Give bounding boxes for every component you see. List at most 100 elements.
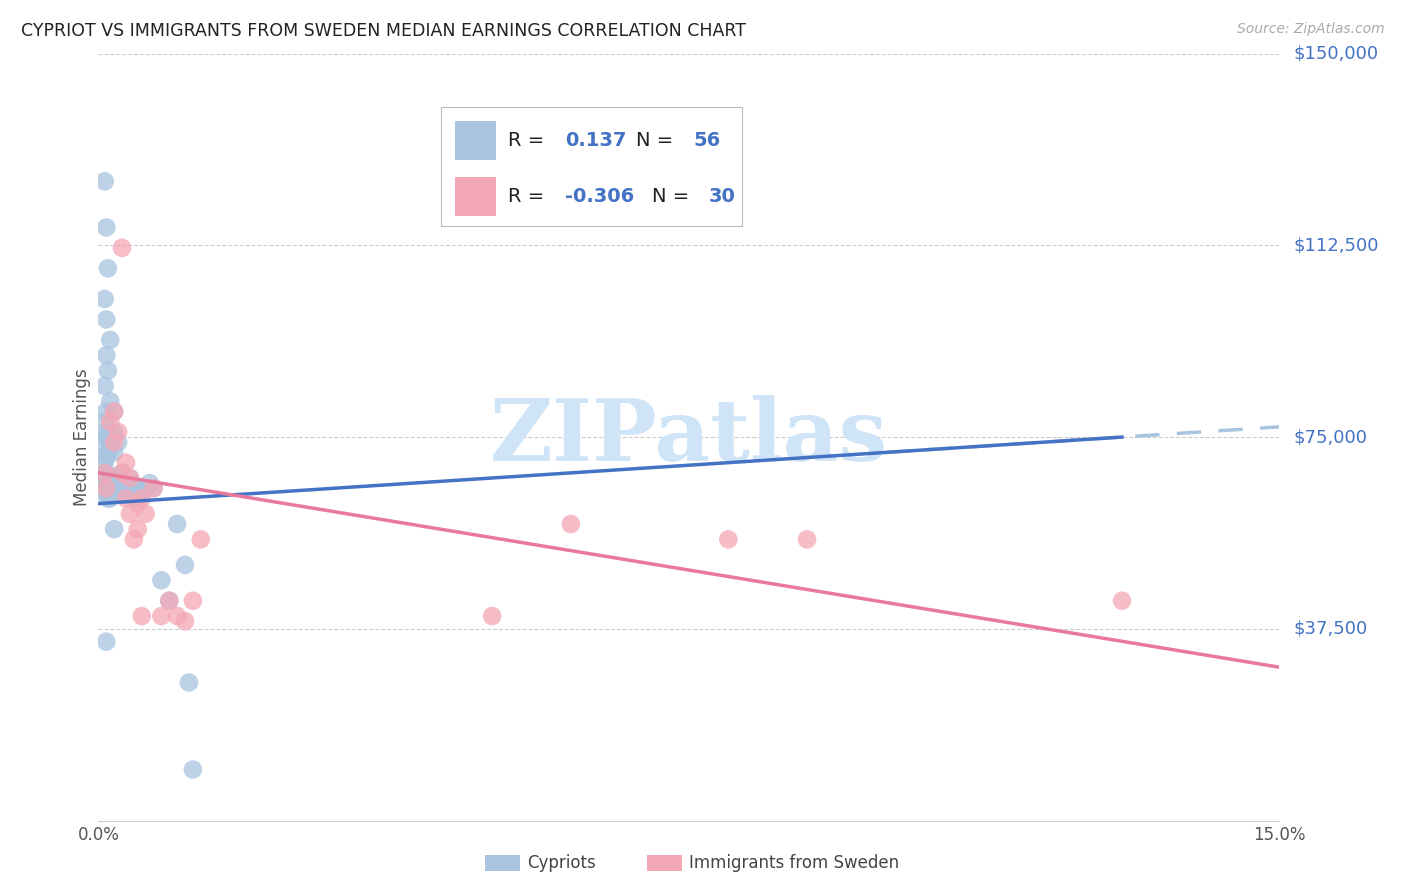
Point xyxy=(96,312,118,326)
Point xyxy=(98,483,121,498)
Point xyxy=(118,471,141,485)
Point xyxy=(115,456,138,470)
Text: $37,500: $37,500 xyxy=(1294,620,1368,638)
Point xyxy=(107,471,129,485)
Point xyxy=(96,220,118,235)
Point xyxy=(131,491,153,506)
Point xyxy=(115,491,138,506)
Point xyxy=(135,481,157,495)
Point xyxy=(150,574,173,588)
FancyBboxPatch shape xyxy=(441,107,742,227)
Point xyxy=(118,507,141,521)
Text: $75,000: $75,000 xyxy=(1294,428,1368,446)
Point xyxy=(107,435,129,450)
Point xyxy=(717,533,740,547)
Text: Immigrants from Sweden: Immigrants from Sweden xyxy=(689,854,898,871)
Text: 30: 30 xyxy=(709,187,735,206)
Point xyxy=(135,507,157,521)
Point xyxy=(107,481,129,495)
Point xyxy=(181,763,204,777)
Point xyxy=(98,394,121,409)
Point xyxy=(96,425,118,439)
Point xyxy=(96,481,118,495)
Text: R =: R = xyxy=(508,187,551,206)
Text: N =: N = xyxy=(636,131,679,150)
Point xyxy=(96,430,118,444)
Point xyxy=(127,497,149,511)
Point xyxy=(174,614,197,628)
Point xyxy=(127,522,149,536)
Point xyxy=(98,333,121,347)
Point xyxy=(157,593,180,607)
Point xyxy=(103,522,125,536)
Y-axis label: Median Earnings: Median Earnings xyxy=(73,368,91,506)
Text: CYPRIOT VS IMMIGRANTS FROM SWEDEN MEDIAN EARNINGS CORRELATION CHART: CYPRIOT VS IMMIGRANTS FROM SWEDEN MEDIAN… xyxy=(21,22,747,40)
Point xyxy=(481,609,503,624)
Point xyxy=(1111,593,1133,607)
Point xyxy=(96,486,118,500)
Point xyxy=(111,241,134,255)
Point xyxy=(98,491,121,506)
Point xyxy=(96,440,118,454)
Point xyxy=(127,481,149,495)
Point xyxy=(97,430,120,444)
Text: N =: N = xyxy=(652,187,696,206)
Point xyxy=(96,634,118,648)
Bar xyxy=(456,178,496,216)
Point xyxy=(131,486,153,500)
Point xyxy=(93,415,115,429)
Point xyxy=(93,379,115,393)
Point xyxy=(96,476,118,491)
Point xyxy=(96,348,118,362)
Point xyxy=(181,593,204,607)
Point xyxy=(111,486,134,500)
Point xyxy=(103,404,125,418)
Point xyxy=(190,533,212,547)
Text: Source: ZipAtlas.com: Source: ZipAtlas.com xyxy=(1237,22,1385,37)
Point xyxy=(174,558,197,572)
Point xyxy=(150,609,173,624)
Text: $150,000: $150,000 xyxy=(1294,45,1378,62)
Point xyxy=(103,425,125,439)
Point xyxy=(118,471,141,485)
Point xyxy=(97,445,120,459)
Point xyxy=(131,609,153,624)
Point xyxy=(93,456,115,470)
Point xyxy=(142,481,165,495)
Point xyxy=(111,476,134,491)
Point xyxy=(93,174,115,188)
Text: $112,500: $112,500 xyxy=(1294,236,1379,254)
Text: 0.137: 0.137 xyxy=(565,131,626,150)
Point xyxy=(97,427,120,442)
Point xyxy=(107,425,129,439)
Point xyxy=(103,404,125,418)
Text: ZIPatlas: ZIPatlas xyxy=(489,395,889,479)
Point xyxy=(157,593,180,607)
Point xyxy=(560,516,582,531)
Point xyxy=(97,481,120,495)
Point xyxy=(138,476,160,491)
Point xyxy=(177,675,200,690)
Point xyxy=(96,404,118,418)
Text: -0.306: -0.306 xyxy=(565,187,634,206)
Point xyxy=(97,363,120,377)
Point xyxy=(98,435,121,450)
Point xyxy=(97,491,120,506)
Point xyxy=(97,468,120,483)
Point xyxy=(93,292,115,306)
Point xyxy=(97,261,120,276)
Bar xyxy=(456,121,496,160)
Point xyxy=(96,450,118,465)
Point xyxy=(118,478,141,492)
Point xyxy=(122,533,145,547)
Point xyxy=(98,415,121,429)
Point xyxy=(103,435,125,450)
Text: 56: 56 xyxy=(693,131,721,150)
Point xyxy=(111,466,134,480)
Point xyxy=(796,533,818,547)
Point xyxy=(111,466,134,480)
Point xyxy=(103,445,125,459)
Point xyxy=(166,609,188,624)
Point xyxy=(122,491,145,506)
Point xyxy=(93,474,115,488)
